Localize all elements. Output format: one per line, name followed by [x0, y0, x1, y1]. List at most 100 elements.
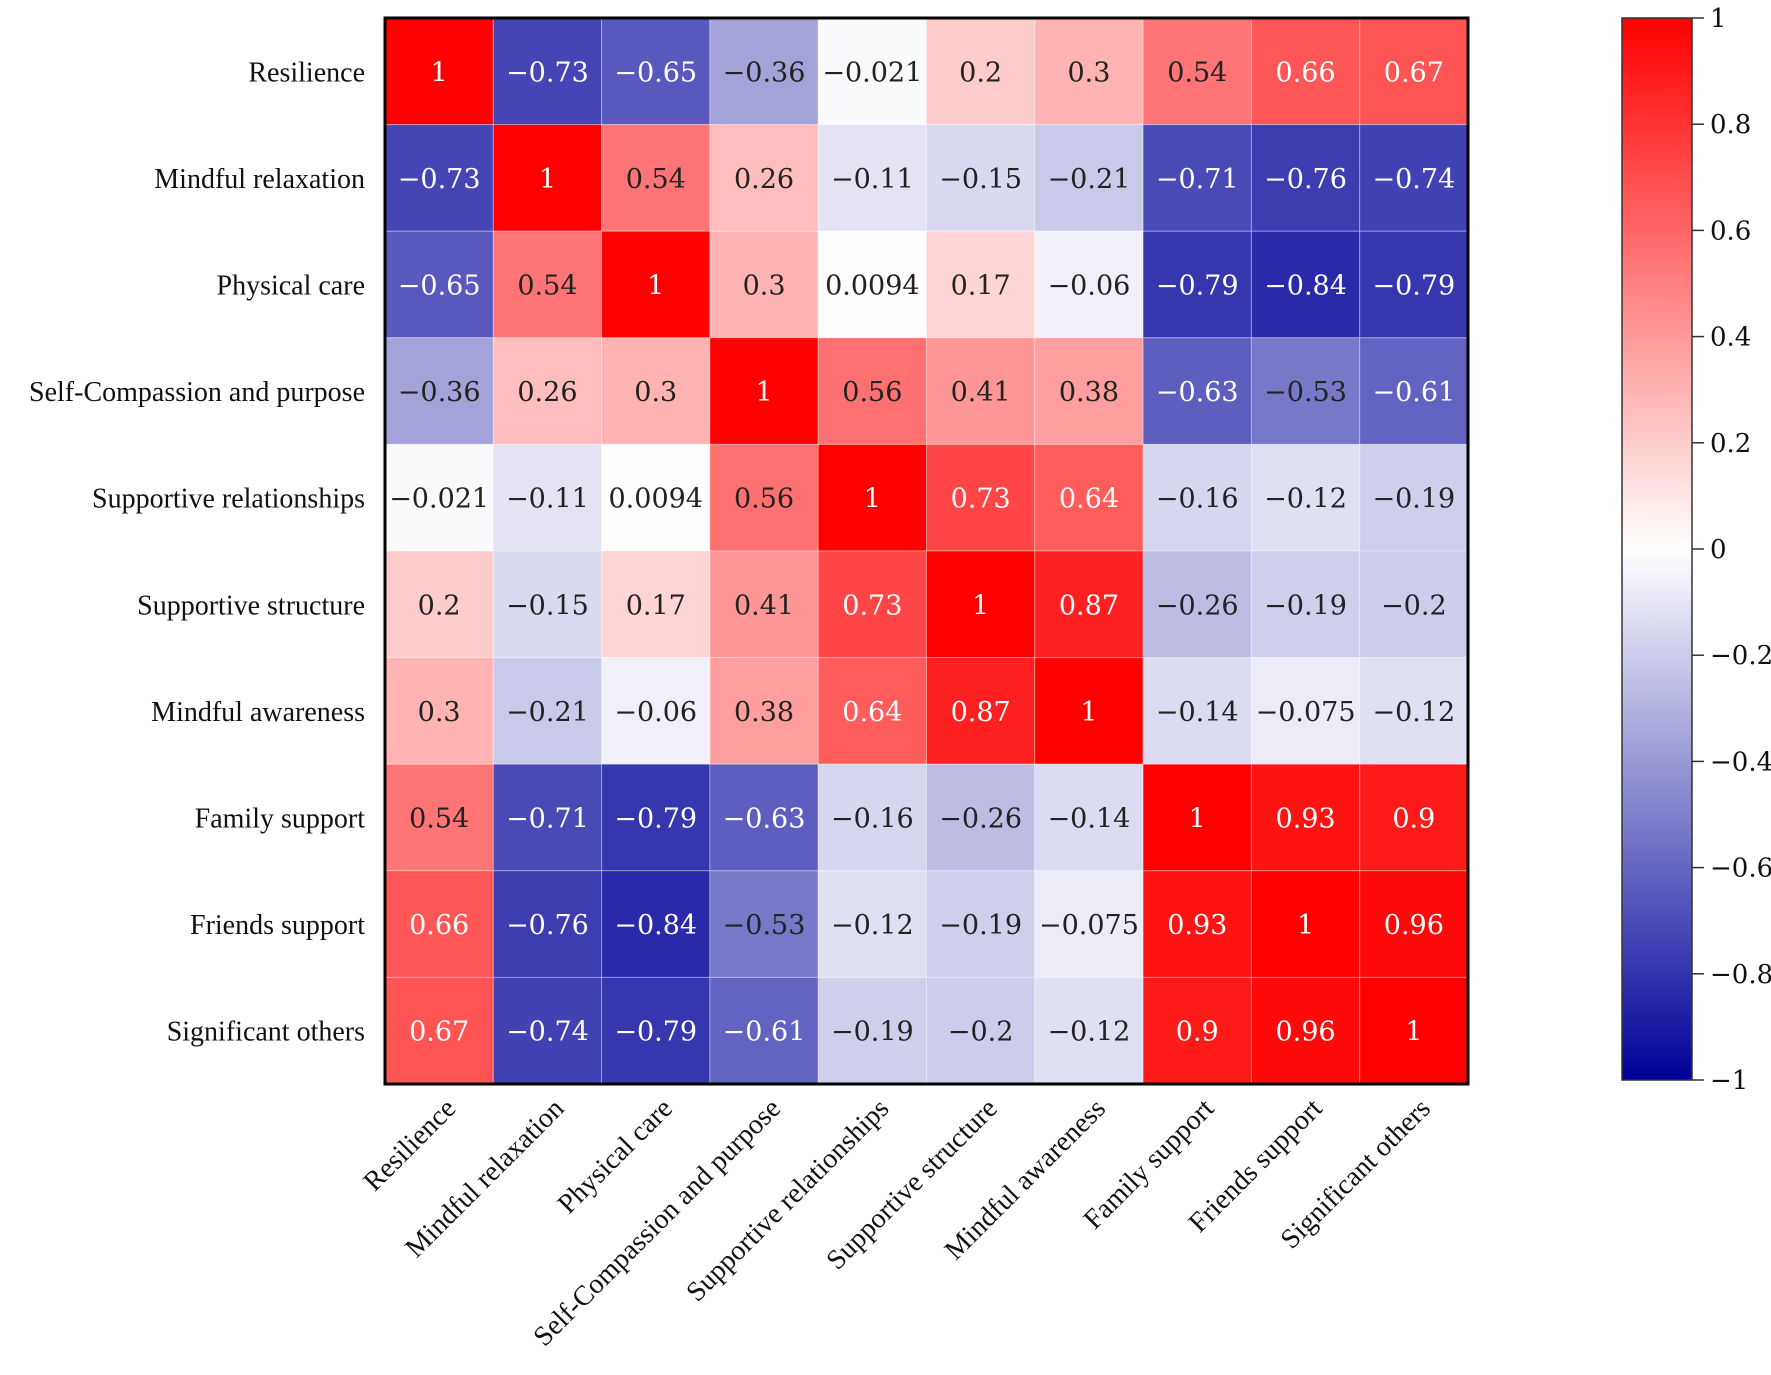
cell-value-label: −0.19: [831, 1017, 914, 1048]
heatmap-cell-mindful-awareness-mindful-awareness: [1034, 657, 1144, 765]
heatmap-cell-mindful-relaxation-friends-support: [1250, 124, 1361, 232]
cell-value-label: −0.65: [614, 57, 697, 88]
heatmap-cell-supportive-relationships-mindful-relaxation: [492, 443, 603, 552]
heatmap-cell-mindful-relaxation-physical-care: [601, 124, 711, 232]
cell-value-label: 0.3: [418, 697, 461, 728]
heatmap-cell-family-support-supportive-relationships: [817, 763, 928, 872]
heatmap-cell-significant-others-significant-others: [1359, 976, 1469, 1085]
row-label-self-compassion-and-purpose: Self-Compassion and purpose: [29, 377, 365, 408]
cell-value-label: −0.61: [1372, 377, 1455, 408]
colorbar-tick-label: −0.4: [1710, 747, 1771, 777]
colorbar-tick-label: −0.2: [1710, 641, 1771, 671]
cell-value-label: 0.3: [743, 271, 786, 302]
cell-value-label: 1: [1189, 804, 1206, 835]
heatmap-cell-supportive-structure-self-compassion-and-purpose: [709, 550, 819, 659]
heatmap-cell-friends-support-supportive-structure: [926, 870, 1036, 978]
heatmap-cell-self-compassion-and-purpose-friends-support: [1250, 337, 1361, 445]
heatmap-cell-significant-others-mindful-relaxation: [492, 976, 603, 1085]
heatmap-cell-family-support-family-support: [1142, 763, 1252, 872]
heatmap-cell-self-compassion-and-purpose-supportive-relationships: [817, 337, 928, 445]
cell-value-label: −0.84: [614, 910, 697, 941]
cell-value-label: 0.54: [409, 804, 469, 835]
cell-value-label: −0.06: [614, 697, 697, 728]
colorbar-tick-label: 0: [1710, 535, 1727, 565]
cell-value-label: −0.79: [614, 804, 697, 835]
cell-value-label: 0.67: [409, 1017, 469, 1048]
cell-value-label: −0.79: [1372, 271, 1455, 302]
heatmap-cell-mindful-awareness-self-compassion-and-purpose: [709, 657, 819, 765]
heatmap-cell-family-support-self-compassion-and-purpose: [709, 763, 819, 872]
cell-value-label: 0.3: [634, 377, 677, 408]
cell-value-label: −0.76: [1264, 164, 1347, 195]
heatmap-cell-supportive-relationships-supportive-structure: [926, 443, 1036, 552]
heatmap-cell-resilience-significant-others: [1359, 17, 1469, 126]
cell-value-label: −0.11: [831, 164, 914, 195]
row-labels: Resilience Mindful relaxation Physical car…: [29, 57, 365, 1047]
heatmap-cell-significant-others-mindful-awareness: [1034, 976, 1144, 1085]
heatmap-cell-family-support-friends-support: [1250, 763, 1361, 872]
heatmap-cell-mindful-relaxation-significant-others: [1359, 124, 1469, 232]
cell-value-label: 0.66: [1275, 57, 1335, 88]
cell-value-label: −0.14: [1048, 804, 1131, 835]
cell-value-label: 0.41: [951, 377, 1011, 408]
cell-value-label: 0.64: [1059, 484, 1119, 515]
cell-value-label: 0.9: [1176, 1017, 1219, 1048]
colorbar: 1 0.8 0.6 0.4 0.2 0 −0.2 −0.4 −0.6 −0.8 −1: [1621, 4, 1771, 1096]
colorbar-tick-label: 1: [1710, 4, 1727, 34]
cell-value-label: 1: [1405, 1017, 1422, 1048]
cell-value-label: 0.2: [418, 590, 461, 621]
colorbar-tick-label: 0.2: [1710, 429, 1751, 459]
cell-value-label: −0.075: [1256, 697, 1356, 728]
cell-value-label: −0.53: [1264, 377, 1347, 408]
cell-value-label: −0.61: [723, 1017, 806, 1048]
heatmap-cell-family-support-supportive-structure: [926, 763, 1036, 872]
heatmap-cell-resilience-resilience: [384, 17, 494, 126]
cell-value-label: 0.66: [409, 910, 469, 941]
cell-value-label: −0.53: [723, 910, 806, 941]
cell-value-label: −0.19: [939, 910, 1022, 941]
cell-value-label: 0.54: [626, 164, 686, 195]
cell-value-label: −0.15: [939, 164, 1022, 195]
heatmap-cell-self-compassion-and-purpose-physical-care: [601, 337, 711, 445]
column-label-resilience: Resilience: [358, 1093, 462, 1197]
cell-value-label: −0.11: [506, 484, 589, 515]
colorbar-gradient: [1621, 17, 1693, 1081]
heatmap-cell-family-support-mindful-awareness: [1034, 763, 1144, 872]
row-label-friends-support: Friends support: [190, 910, 365, 941]
colorbar-tick-label: 0.4: [1710, 323, 1751, 353]
cell-value-label: 0.0094: [609, 484, 703, 515]
heatmap-cell-friends-support-mindful-relaxation: [492, 870, 603, 978]
cell-value-label: −0.06: [1048, 271, 1131, 302]
row-label-supportive-relationships: Supportive relationships: [92, 484, 365, 515]
heatmap-cell-supportive-structure-supportive-structure: [926, 550, 1036, 659]
heatmap-cell-significant-others-family-support: [1142, 976, 1252, 1085]
cell-value-label: −0.74: [506, 1017, 589, 1048]
cell-value-label: 0.26: [734, 164, 794, 195]
cell-value-label: −0.075: [1039, 910, 1139, 941]
heatmap-cell-supportive-structure-resilience: [384, 550, 494, 659]
heatmap-cell-significant-others-supportive-relationships: [817, 976, 928, 1085]
colorbar-tick-label: 0.8: [1710, 110, 1751, 140]
colorbar-tick-label: −1: [1710, 1066, 1748, 1096]
cell-value-label: −0.26: [1156, 590, 1239, 621]
heatmap-cell-resilience-self-compassion-and-purpose: [709, 17, 819, 126]
cell-value-label: 0.56: [842, 377, 902, 408]
cell-value-label: 1: [864, 484, 881, 515]
heatmap-cell-physical-care-physical-care: [601, 230, 711, 339]
row-label-supportive-structure: Supportive structure: [137, 590, 365, 621]
cell-value-label: 0.87: [951, 697, 1011, 728]
plot-frame: [383, 16, 1470, 1086]
heatmap-cell-significant-others-resilience: [384, 976, 494, 1085]
cell-value-label: 1: [1080, 697, 1097, 728]
heatmap-cell-physical-care-mindful-awareness: [1034, 230, 1144, 339]
heatmap-cell-supportive-structure-mindful-awareness: [1034, 550, 1144, 659]
heatmap-cell-mindful-relaxation-family-support: [1142, 124, 1252, 232]
heatmap-cell-resilience-family-support: [1142, 17, 1252, 126]
cell-value-label: −0.76: [506, 910, 589, 941]
heatmap-cell-mindful-awareness-resilience: [384, 657, 494, 765]
cell-value-label: −0.63: [1156, 377, 1239, 408]
cell-value-label: −0.79: [614, 1017, 697, 1048]
heatmap-cells: [384, 17, 1469, 1085]
cell-value-label: −0.71: [506, 804, 589, 835]
